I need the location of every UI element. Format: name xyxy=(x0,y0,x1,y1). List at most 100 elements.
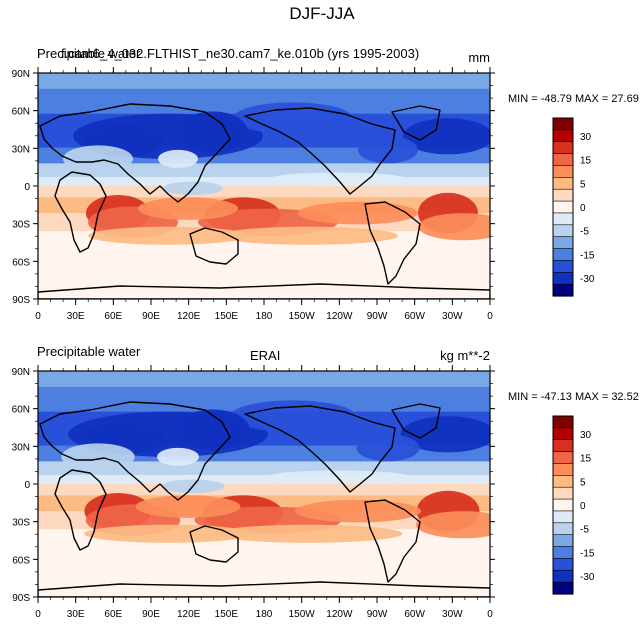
colorbar-swatch xyxy=(552,439,574,453)
colorbar-label: -5 xyxy=(580,227,589,238)
lon-tick-label: 150E xyxy=(215,311,239,322)
colorbar-label: 0 xyxy=(580,203,586,214)
colorbar-swatch xyxy=(552,153,574,167)
colorbar-swatch xyxy=(552,260,574,273)
colorbar-swatch xyxy=(552,546,574,560)
lat-tick-label: 90N xyxy=(12,367,30,378)
colorbar-label: -5 xyxy=(580,525,589,536)
lon-tick-label: 0 xyxy=(487,609,493,620)
coastline xyxy=(54,469,107,551)
colorbar-swatch xyxy=(552,248,574,262)
coastline xyxy=(364,201,421,285)
lon-tick-label: 30W xyxy=(442,311,463,322)
panel-variable-label: Precipitable water xyxy=(37,344,141,359)
colorbar-swatch xyxy=(552,558,574,571)
colorbar-label: 30 xyxy=(580,132,592,143)
lon-tick-label: 120E xyxy=(177,609,201,620)
lat-tick-label: 90N xyxy=(12,69,30,80)
colorbar-swatch xyxy=(552,534,574,548)
colorbar-swatch xyxy=(552,486,574,500)
lon-tick-label: 0 xyxy=(35,609,41,620)
lon-tick-label: 30E xyxy=(67,609,85,620)
lon-tick-label: 30E xyxy=(67,311,85,322)
colorbar-swatch xyxy=(552,463,574,476)
coastline xyxy=(189,227,239,265)
lat-tick-label: 30S xyxy=(12,220,30,231)
lon-tick-label: 90W xyxy=(367,609,388,620)
colorbar: 30 15 5 0 -5 -15 -30 xyxy=(552,415,595,595)
lon-tick-label: 60E xyxy=(104,311,122,322)
coastline xyxy=(38,283,490,299)
lon-tick-label: 120W xyxy=(326,311,353,322)
lon-tick-label: 0 xyxy=(487,311,493,322)
lon-tick-label: 180 xyxy=(256,609,273,620)
colorbar-swatch xyxy=(552,475,574,488)
panel-units-label: kg m**-2 xyxy=(440,348,490,363)
map-plot-1: 90N 60N 30N 0 30S 60S 90S 0 30E 60E 90E 120E 150E 180… xyxy=(12,67,595,322)
lon-tick-label: 150W xyxy=(289,609,316,620)
lat-tick-label: 30S xyxy=(12,518,30,529)
coastline xyxy=(391,105,441,141)
lon-tick-label: 30W xyxy=(442,609,463,620)
lat-tick-label: 0 xyxy=(24,480,30,491)
lon-tick-label: 150W xyxy=(289,311,316,322)
colorbar-label: 30 xyxy=(580,430,592,441)
lon-tick-label: 150E xyxy=(215,609,239,620)
lat-tick-label: 60S xyxy=(12,555,30,566)
colorbar-swatch xyxy=(552,569,574,583)
lon-tick-label: 90W xyxy=(367,311,388,322)
colorbar-swatch xyxy=(552,224,574,238)
colorbar-label: 0 xyxy=(580,501,586,512)
colorbar-label: -30 xyxy=(580,274,595,285)
coastline xyxy=(39,103,231,203)
colorbar-swatch xyxy=(552,129,574,143)
lat-tick-label: 60N xyxy=(12,405,30,416)
coastline xyxy=(244,107,396,195)
colorbar-swatch xyxy=(552,177,574,190)
colorbar: 30 15 5 0 -5 -15 -30 xyxy=(552,117,595,297)
colorbar-label: -15 xyxy=(580,548,595,559)
colorbar-swatch xyxy=(552,522,574,536)
coastline xyxy=(364,499,421,583)
colorbar-label: 15 xyxy=(580,454,592,465)
colorbar-swatch xyxy=(552,236,574,250)
coastline xyxy=(391,403,441,439)
coastline xyxy=(189,525,239,563)
colorbar-swatch xyxy=(552,117,574,131)
lon-tick-label: 120W xyxy=(326,609,353,620)
colorbar-swatch xyxy=(552,283,574,297)
lon-tick-label: 60E xyxy=(104,609,122,620)
coastline xyxy=(38,581,490,597)
colorbar-label: 5 xyxy=(580,179,586,190)
colorbar-swatch xyxy=(552,212,574,226)
panel-minmax: MIN = -48.79 MAX = 27.69 xyxy=(508,93,639,105)
panel-case-label: f.cam6_4_032.FLTHIST_ne30.cam7_ke.010b (… xyxy=(61,46,420,61)
colorbar-swatch xyxy=(552,498,574,512)
colorbar-label: -15 xyxy=(580,250,595,261)
lon-tick-label: 60W xyxy=(404,609,425,620)
colorbar-swatch xyxy=(552,188,574,202)
lon-tick-label: 90E xyxy=(142,311,160,322)
lon-tick-label: 180 xyxy=(256,311,273,322)
coastline xyxy=(54,171,107,253)
lat-tick-label: 30N xyxy=(12,442,30,453)
colorbar-swatch xyxy=(552,415,574,429)
colorbar-swatch xyxy=(552,271,574,285)
colorbar-swatch xyxy=(552,165,574,178)
colorbar-swatch xyxy=(552,510,574,524)
colorbar-swatch xyxy=(552,200,574,214)
panel-units-label: mm xyxy=(468,50,490,65)
lon-tick-label: 90E xyxy=(142,609,160,620)
lon-tick-label: 60W xyxy=(404,311,425,322)
colorbar-swatch xyxy=(552,581,574,595)
lat-tick-label: 90S xyxy=(12,295,30,306)
panel-minmax: MIN = -47.13 MAX = 32.52 xyxy=(508,391,639,403)
panel-variable-label: Precipitable water xyxy=(37,46,141,61)
map-field xyxy=(38,73,490,299)
lat-tick-label: 90S xyxy=(12,593,30,604)
lat-tick-label: 60N xyxy=(12,107,30,118)
colorbar-label: 15 xyxy=(580,156,592,167)
map-field xyxy=(38,371,490,597)
figure-title: DJF-JJA xyxy=(289,4,355,23)
lat-tick-label: 0 xyxy=(24,182,30,193)
